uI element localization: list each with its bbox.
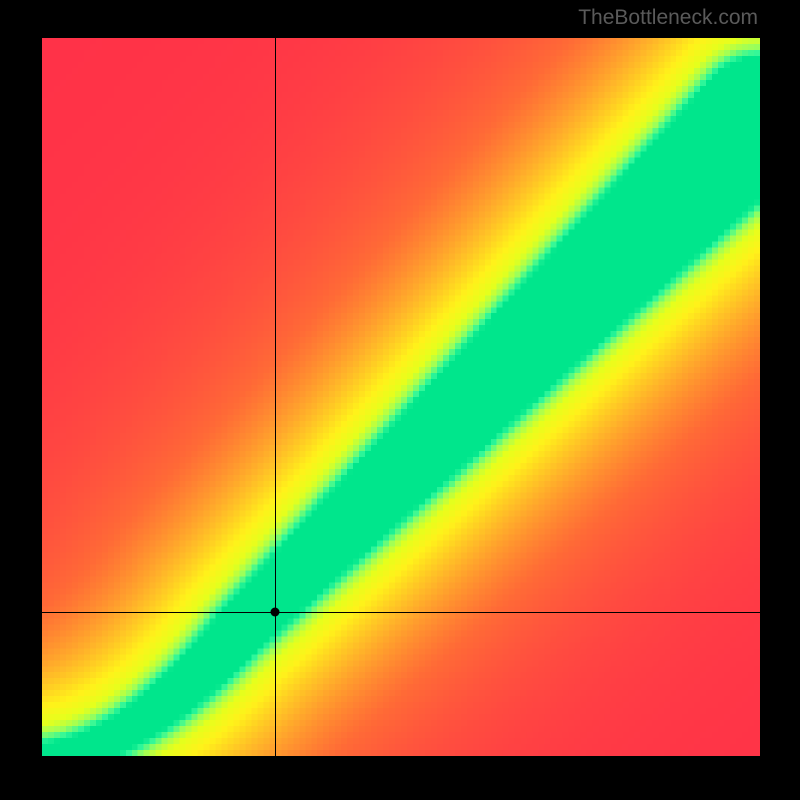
crosshair-horizontal [42,612,760,613]
crosshair-vertical [275,38,276,756]
watermark-text: TheBottleneck.com [578,6,758,30]
crosshair-marker [271,608,280,617]
heatmap-plot [42,38,760,756]
heatmap-canvas [42,38,760,756]
